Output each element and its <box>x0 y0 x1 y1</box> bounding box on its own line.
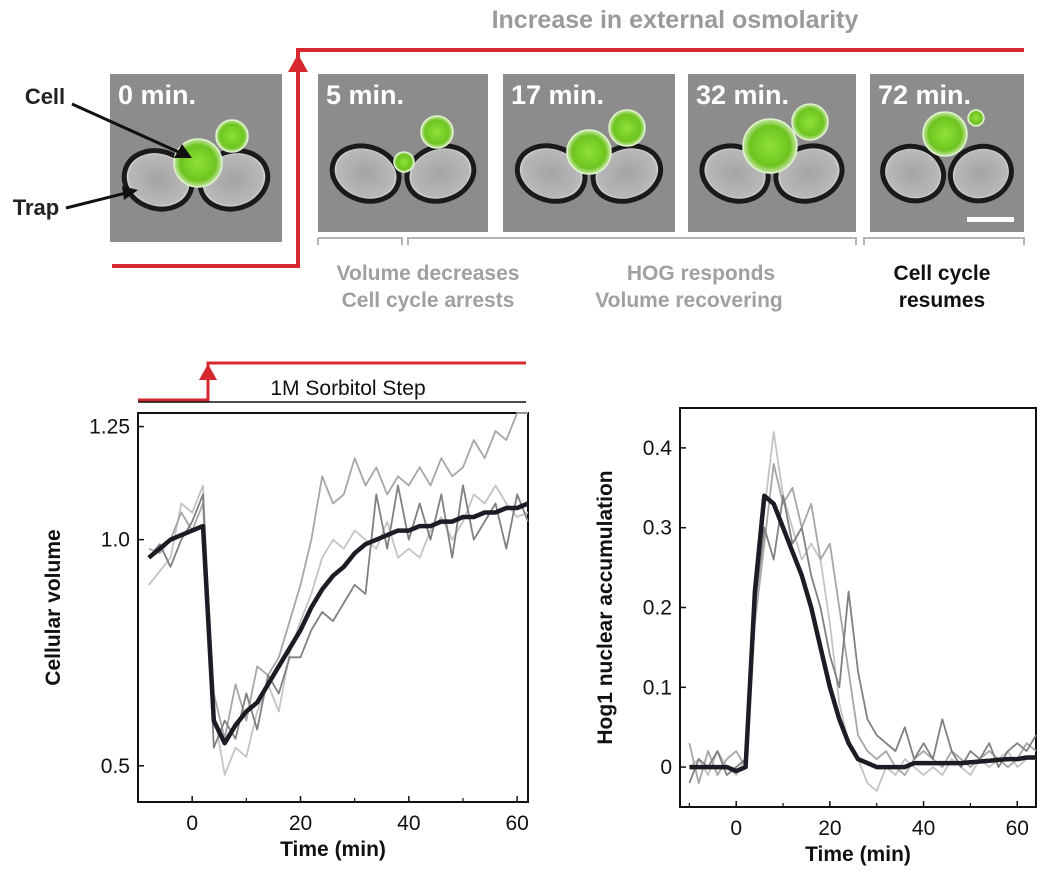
single-cell-trace <box>688 430 1036 792</box>
mean-trace <box>689 493 1036 774</box>
plot-frame <box>679 407 1037 808</box>
micrograph-panel-1: 5 min. <box>318 74 488 232</box>
cell-arrowhead <box>174 144 192 158</box>
micrograph-panel-3: 32 min. <box>688 74 856 232</box>
phase-bracket-1 <box>317 237 403 245</box>
x-tick-label: 0 <box>730 817 742 840</box>
phase-2-line-2: Volume recovering <box>595 289 783 312</box>
volume-chart: 0 20 40 60 1.25 1.0 0.5 Time (min) Cellular volu… <box>42 412 529 861</box>
y-axis-label: Hog1 nuclear accumulation <box>594 470 617 744</box>
x-tick-label: 40 <box>397 812 420 835</box>
micrograph-panels: 0 min. 5 min. 17 min. 32 min. 72 min. <box>110 74 1024 242</box>
yeast-cell <box>791 103 829 141</box>
sorbitol-step-arrowhead <box>199 364 217 380</box>
y-tick-label: 1.0 <box>101 529 130 552</box>
cell-arrow <box>71 102 186 157</box>
y-tick-label: 0.1 <box>643 676 672 699</box>
scale-bar <box>967 217 1014 222</box>
trap-shape <box>880 143 947 204</box>
y-tick-label: 0.5 <box>101 755 130 778</box>
micrograph-panel-4: 72 min. <box>870 74 1024 232</box>
phase-bracket-3 <box>863 237 1025 245</box>
x-tick-label: 0 <box>186 812 198 835</box>
yeast-cell <box>922 111 968 157</box>
yeast-cell <box>420 115 454 149</box>
micrograph-panel-0: 0 min. <box>110 74 282 242</box>
panel-time-label: 0 min. <box>118 80 196 110</box>
trap-arrow <box>65 190 131 210</box>
step-arrowhead <box>288 54 308 72</box>
mean-trace <box>147 501 529 746</box>
sorbitol-label: 1M Sorbitol Step <box>270 377 425 400</box>
x-tick-label: 20 <box>289 812 312 835</box>
phase-1-line-1: Volume decreases <box>337 262 520 285</box>
x-tick-label: 40 <box>912 817 935 840</box>
yeast-cell <box>566 129 612 175</box>
y-tick-label: 0 <box>660 756 672 779</box>
osmolarity-title: Increase in external osmolarity <box>492 6 859 34</box>
phase-3-line-1: Cell cycle <box>894 262 991 285</box>
phase-bracket-2 <box>407 237 857 245</box>
cell-label: Cell <box>25 84 65 109</box>
yeast-cell <box>393 151 415 173</box>
yeast-cell <box>967 109 985 127</box>
trap-label: Trap <box>13 195 59 220</box>
yeast-cell <box>215 119 249 153</box>
sorbitol-step-line <box>138 361 526 402</box>
micrograph-panel-2: 17 min. <box>503 74 675 232</box>
phase-1-line-2: Cell cycle arrests <box>342 289 515 312</box>
single-cell-trace <box>688 494 1037 784</box>
panel-time-label: 32 min. <box>696 80 789 110</box>
hog1-chart: 0 20 40 60 0.4 0.3 0.2 0.1 0 Time (min) Hog1 nucle… <box>594 407 1037 866</box>
osmolarity-step-line <box>112 48 1024 268</box>
trap-shape <box>947 143 1014 204</box>
single-cell-trace <box>688 462 1037 784</box>
trap-arrowhead <box>122 186 138 200</box>
trap-shape <box>329 143 402 204</box>
phase-3-line-2: resumes <box>899 289 985 312</box>
y-tick-label: 0.4 <box>643 437 673 460</box>
yeast-cell <box>742 118 798 174</box>
y-tick-label: 1.25 <box>89 416 130 439</box>
x-axis-label: Time (min) <box>280 838 386 861</box>
y-axis-label: Cellular volume <box>42 529 65 685</box>
x-tick-label: 60 <box>505 812 528 835</box>
x-tick-label: 20 <box>818 817 841 840</box>
yeast-cell <box>608 109 646 147</box>
panel-time-label: 17 min. <box>511 80 604 110</box>
panel-time-label: 72 min. <box>878 80 971 110</box>
phase-2-line-1: HOG responds <box>627 262 775 285</box>
y-tick-label: 0.2 <box>643 597 672 620</box>
plot-frame <box>137 412 529 803</box>
y-tick-label: 0.3 <box>643 517 672 540</box>
x-axis-label: Time (min) <box>805 843 911 866</box>
panel-time-label: 5 min. <box>326 80 404 110</box>
x-tick-label: 60 <box>1006 817 1029 840</box>
